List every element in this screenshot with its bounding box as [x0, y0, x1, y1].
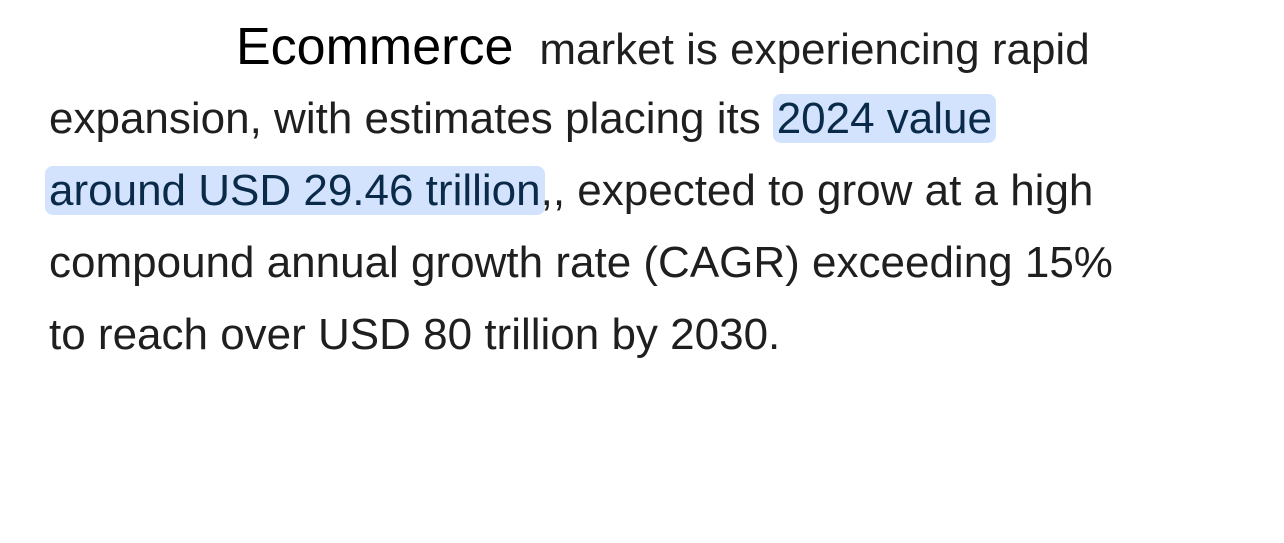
- text: ,, expected to grow at a high: [540, 166, 1094, 215]
- line: expansion, with estimates placing its 202…: [49, 88, 996, 150]
- line: to reach over USD 80 trillion by 2030.: [49, 304, 780, 366]
- text: market is experiencing rapid: [539, 25, 1090, 74]
- highlight: around USD 29.46 trillion: [45, 166, 545, 215]
- highlight: 2024 value: [772, 94, 996, 143]
- text: expansion, with estimates placing its: [49, 94, 761, 143]
- line: Ecommerce market is experiencing rapid: [236, 16, 1090, 78]
- text: to reach over USD 80 trillion by 2030.: [49, 310, 781, 359]
- lead-word: Ecommerce: [236, 18, 514, 76]
- text: compound annual growth rate (CAGR) excee…: [49, 238, 1113, 287]
- line: compound annual growth rate (CAGR) excee…: [49, 232, 1113, 294]
- line: around USD 29.46 trillion,, expected to …: [45, 160, 1094, 222]
